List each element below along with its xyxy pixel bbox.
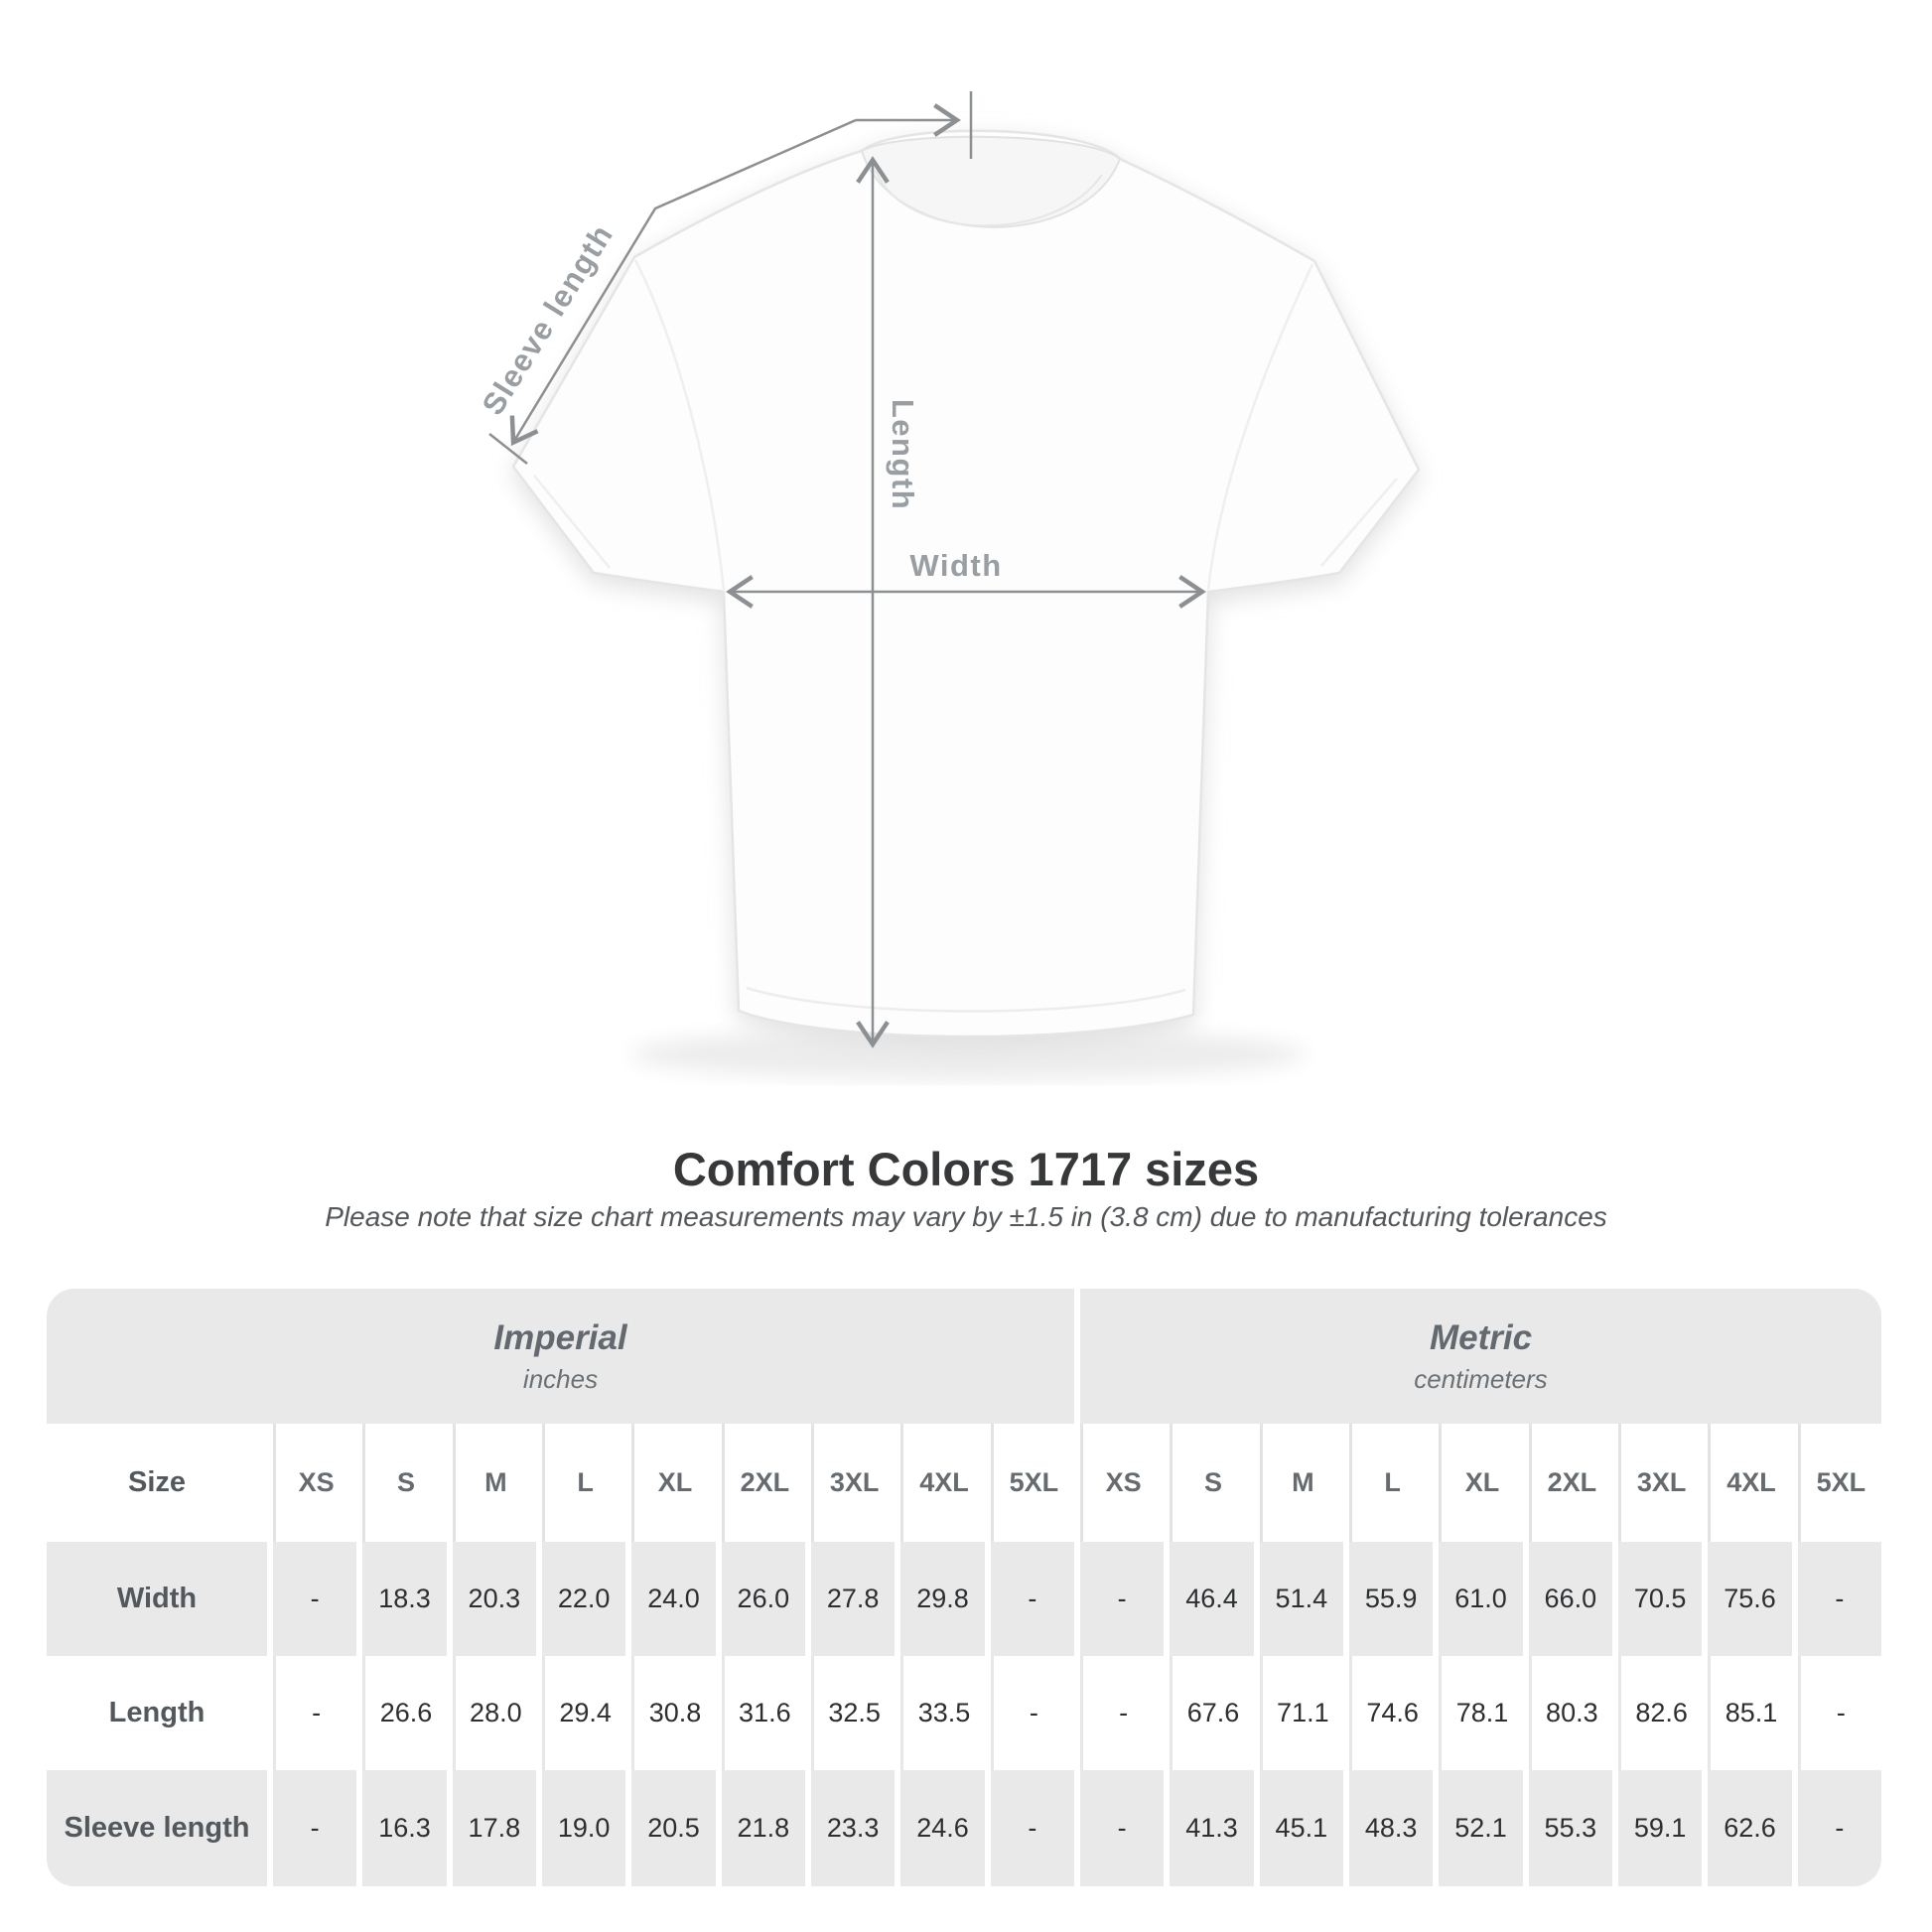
size-header-cell: 4XL [1708, 1424, 1792, 1542]
measure-value: - [990, 1542, 1074, 1656]
measure-value: 32.5 [811, 1656, 896, 1770]
measure-value: - [273, 1770, 357, 1886]
measure-label: Width [47, 1542, 267, 1656]
measure-value: 66.0 [1528, 1542, 1612, 1656]
measure-value: 21.8 [721, 1770, 805, 1886]
length-label: Length [886, 398, 920, 511]
size-header-cell: 5XL [990, 1424, 1074, 1542]
measure-value: 41.3 [1170, 1770, 1254, 1886]
measure-value: 70.5 [1618, 1542, 1703, 1656]
size-header-cell: L [542, 1424, 626, 1542]
measure-label: Sleeve length [47, 1770, 267, 1886]
measure-value: 33.5 [900, 1656, 985, 1770]
width-label: Width [909, 548, 1003, 583]
size-header-cell: XL [631, 1424, 716, 1542]
measure-value: 45.1 [1259, 1770, 1343, 1886]
measure-value: 28.0 [452, 1656, 536, 1770]
shirt-ground-shadow [630, 1029, 1306, 1080]
measure-value: 59.1 [1618, 1770, 1703, 1886]
sleeve-length-arrow [509, 118, 857, 447]
measure-value: 24.6 [900, 1770, 985, 1886]
size-header-cell: 2XL [1528, 1424, 1612, 1542]
measure-value: 67.6 [1170, 1656, 1254, 1770]
measure-value: 52.1 [1439, 1770, 1523, 1886]
measure-value: - [990, 1770, 1074, 1886]
measure-value: 78.1 [1439, 1656, 1523, 1770]
metric-label: Metric [1429, 1317, 1533, 1357]
imperial-unit: inches [522, 1363, 599, 1394]
measure-value: 30.8 [631, 1656, 716, 1770]
measure-row-1: Length -26.6 28.0 29.4 30.8 31.6 32.5 33.5- -67.… [47, 1656, 1881, 1770]
metric-group-header: Metric centimeters [1080, 1289, 1881, 1424]
measure-value: - [990, 1656, 1074, 1770]
measure-value: - [1080, 1542, 1165, 1656]
page-title: Comfort Colors 1717 sizes [672, 1143, 1260, 1195]
measure-value: 80.3 [1528, 1656, 1612, 1770]
measure-value: 31.6 [721, 1656, 805, 1770]
measure-row-0: Width -18.3 20.3 22.0 24.0 26.0 27.8 29.8- -46.4… [47, 1542, 1881, 1656]
unit-group-row: Imperial inches Metric centimeters [47, 1289, 1881, 1424]
cuff-tick [488, 433, 528, 465]
measure-value: 17.8 [452, 1770, 536, 1886]
imperial-group-header: Imperial inches [47, 1289, 1074, 1424]
measure-value: 16.3 [362, 1770, 447, 1886]
measure-row-2: Sleeve length -16.3 17.8 19.0 20.5 21.8 23.3 24… [47, 1770, 1881, 1886]
measure-value: 82.6 [1618, 1656, 1703, 1770]
measure-value: 29.4 [542, 1656, 626, 1770]
measure-value: - [1797, 1542, 1881, 1656]
metric-unit: centimeters [1414, 1363, 1548, 1394]
measure-value: 85.1 [1708, 1656, 1792, 1770]
size-header-cell: XS [1080, 1424, 1165, 1542]
imperial-label: Imperial [493, 1317, 627, 1357]
measure-value: 19.0 [542, 1770, 626, 1886]
measure-value: 20.3 [452, 1542, 536, 1656]
size-table: Imperial inches Metric centimeters Size X… [47, 1289, 1881, 1886]
measure-value: 62.6 [1708, 1770, 1792, 1886]
size-header-cell: 3XL [811, 1424, 896, 1542]
measure-value: 20.5 [631, 1770, 716, 1886]
size-header-cell: 3XL [1618, 1424, 1703, 1542]
size-header-cell: M [1259, 1424, 1343, 1542]
size-header-cell: XL [1439, 1424, 1523, 1542]
size-header-cell: S [362, 1424, 447, 1542]
size-header-cell: L [1349, 1424, 1434, 1542]
measure-value: - [1797, 1656, 1881, 1770]
size-header-cell: S [1170, 1424, 1254, 1542]
measure-value: - [1797, 1770, 1881, 1886]
measure-value: 23.3 [811, 1770, 896, 1886]
measure-value: 48.3 [1349, 1770, 1434, 1886]
measure-value: - [1080, 1770, 1165, 1886]
measure-value: 22.0 [542, 1542, 626, 1656]
measure-value: 24.0 [631, 1542, 716, 1656]
size-header-cell: XS [273, 1424, 357, 1542]
measure-value: - [273, 1656, 357, 1770]
measure-value: 18.3 [362, 1542, 447, 1656]
size-header-cell: 2XL [721, 1424, 805, 1542]
measure-label: Length [47, 1656, 267, 1770]
measure-value: 51.4 [1259, 1542, 1343, 1656]
measure-value: 55.3 [1528, 1770, 1612, 1886]
size-header-cell: 5XL [1797, 1424, 1881, 1542]
measure-value: 71.1 [1259, 1656, 1343, 1770]
size-header-row: Size XS S M L XL 2XL 3XL 4XL 5XL XS S M L XL 2XL 3XL 4XL 5… [47, 1424, 1881, 1542]
tolerance-note: Please note that size chart measurements… [325, 1201, 1607, 1232]
measure-value: 55.9 [1349, 1542, 1434, 1656]
measure-value: 26.6 [362, 1656, 447, 1770]
size-header-cell: M [452, 1424, 536, 1542]
measure-value: - [273, 1542, 357, 1656]
size-header-cell: 4XL [900, 1424, 985, 1542]
measure-value: 29.8 [900, 1542, 985, 1656]
measure-value: 61.0 [1439, 1542, 1523, 1656]
measure-value: 27.8 [811, 1542, 896, 1656]
measure-value: 46.4 [1170, 1542, 1254, 1656]
measure-value: 75.6 [1708, 1542, 1792, 1656]
measure-value: - [1080, 1656, 1165, 1770]
measure-value: 74.6 [1349, 1656, 1434, 1770]
size-column-header: Size [47, 1424, 267, 1542]
measure-value: 26.0 [721, 1542, 805, 1656]
